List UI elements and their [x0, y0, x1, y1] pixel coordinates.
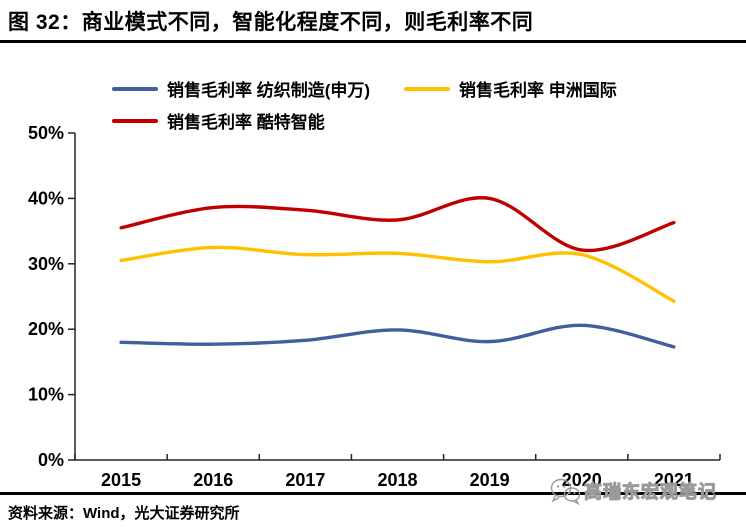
x-tick-label: 2021 [654, 470, 694, 490]
series-line [119, 196, 676, 253]
x-tick-label: 2019 [470, 470, 510, 490]
y-tick-label: 30% [28, 254, 64, 274]
legend-item: 销售毛利率 申洲国际 [404, 76, 617, 101]
legend-swatch [404, 86, 451, 91]
title-divider [0, 40, 746, 43]
x-tick-label: 2018 [377, 470, 417, 490]
y-tick-label: 10% [28, 385, 64, 405]
chart-legend: 销售毛利率 纺织制造(申万) 销售毛利率 申洲国际销售毛利率 酷特智能 [112, 76, 702, 133]
legend-label: 销售毛利率 酷特智能 [167, 113, 325, 132]
x-tick-label: 2015 [101, 470, 141, 490]
y-tick-label: 50% [28, 123, 64, 143]
series-line [119, 323, 676, 349]
x-tick-label: 2016 [193, 470, 233, 490]
footer-divider [0, 492, 746, 495]
legend-label: 销售毛利率 纺织制造(申万) [167, 81, 371, 100]
figure-title: 图 32：商业模式不同，智能化程度不同，则毛利率不同 [8, 11, 534, 34]
x-tick-label: 2020 [562, 470, 602, 490]
x-tick-label: 2017 [285, 470, 325, 490]
y-tick-label: 20% [28, 319, 64, 339]
source-note: 资料来源：Wind，光大证券研究所 [8, 505, 240, 522]
y-tick-label: 40% [28, 188, 64, 208]
legend-item: 销售毛利率 酷特智能 [112, 108, 325, 133]
legend-swatch [112, 118, 158, 123]
line-chart: 0% 10% 20% 30% 40% 50% 2015 2016 2017 2018 2019 202… [28, 123, 721, 490]
legend-label: 销售毛利率 申洲国际 [459, 81, 617, 100]
legend-swatch [112, 86, 158, 91]
axis-lines [74, 133, 720, 461]
y-tick-label: 0% [38, 450, 64, 470]
legend-item: 销售毛利率 纺织制造(申万) [112, 76, 370, 101]
series-line [119, 245, 676, 303]
